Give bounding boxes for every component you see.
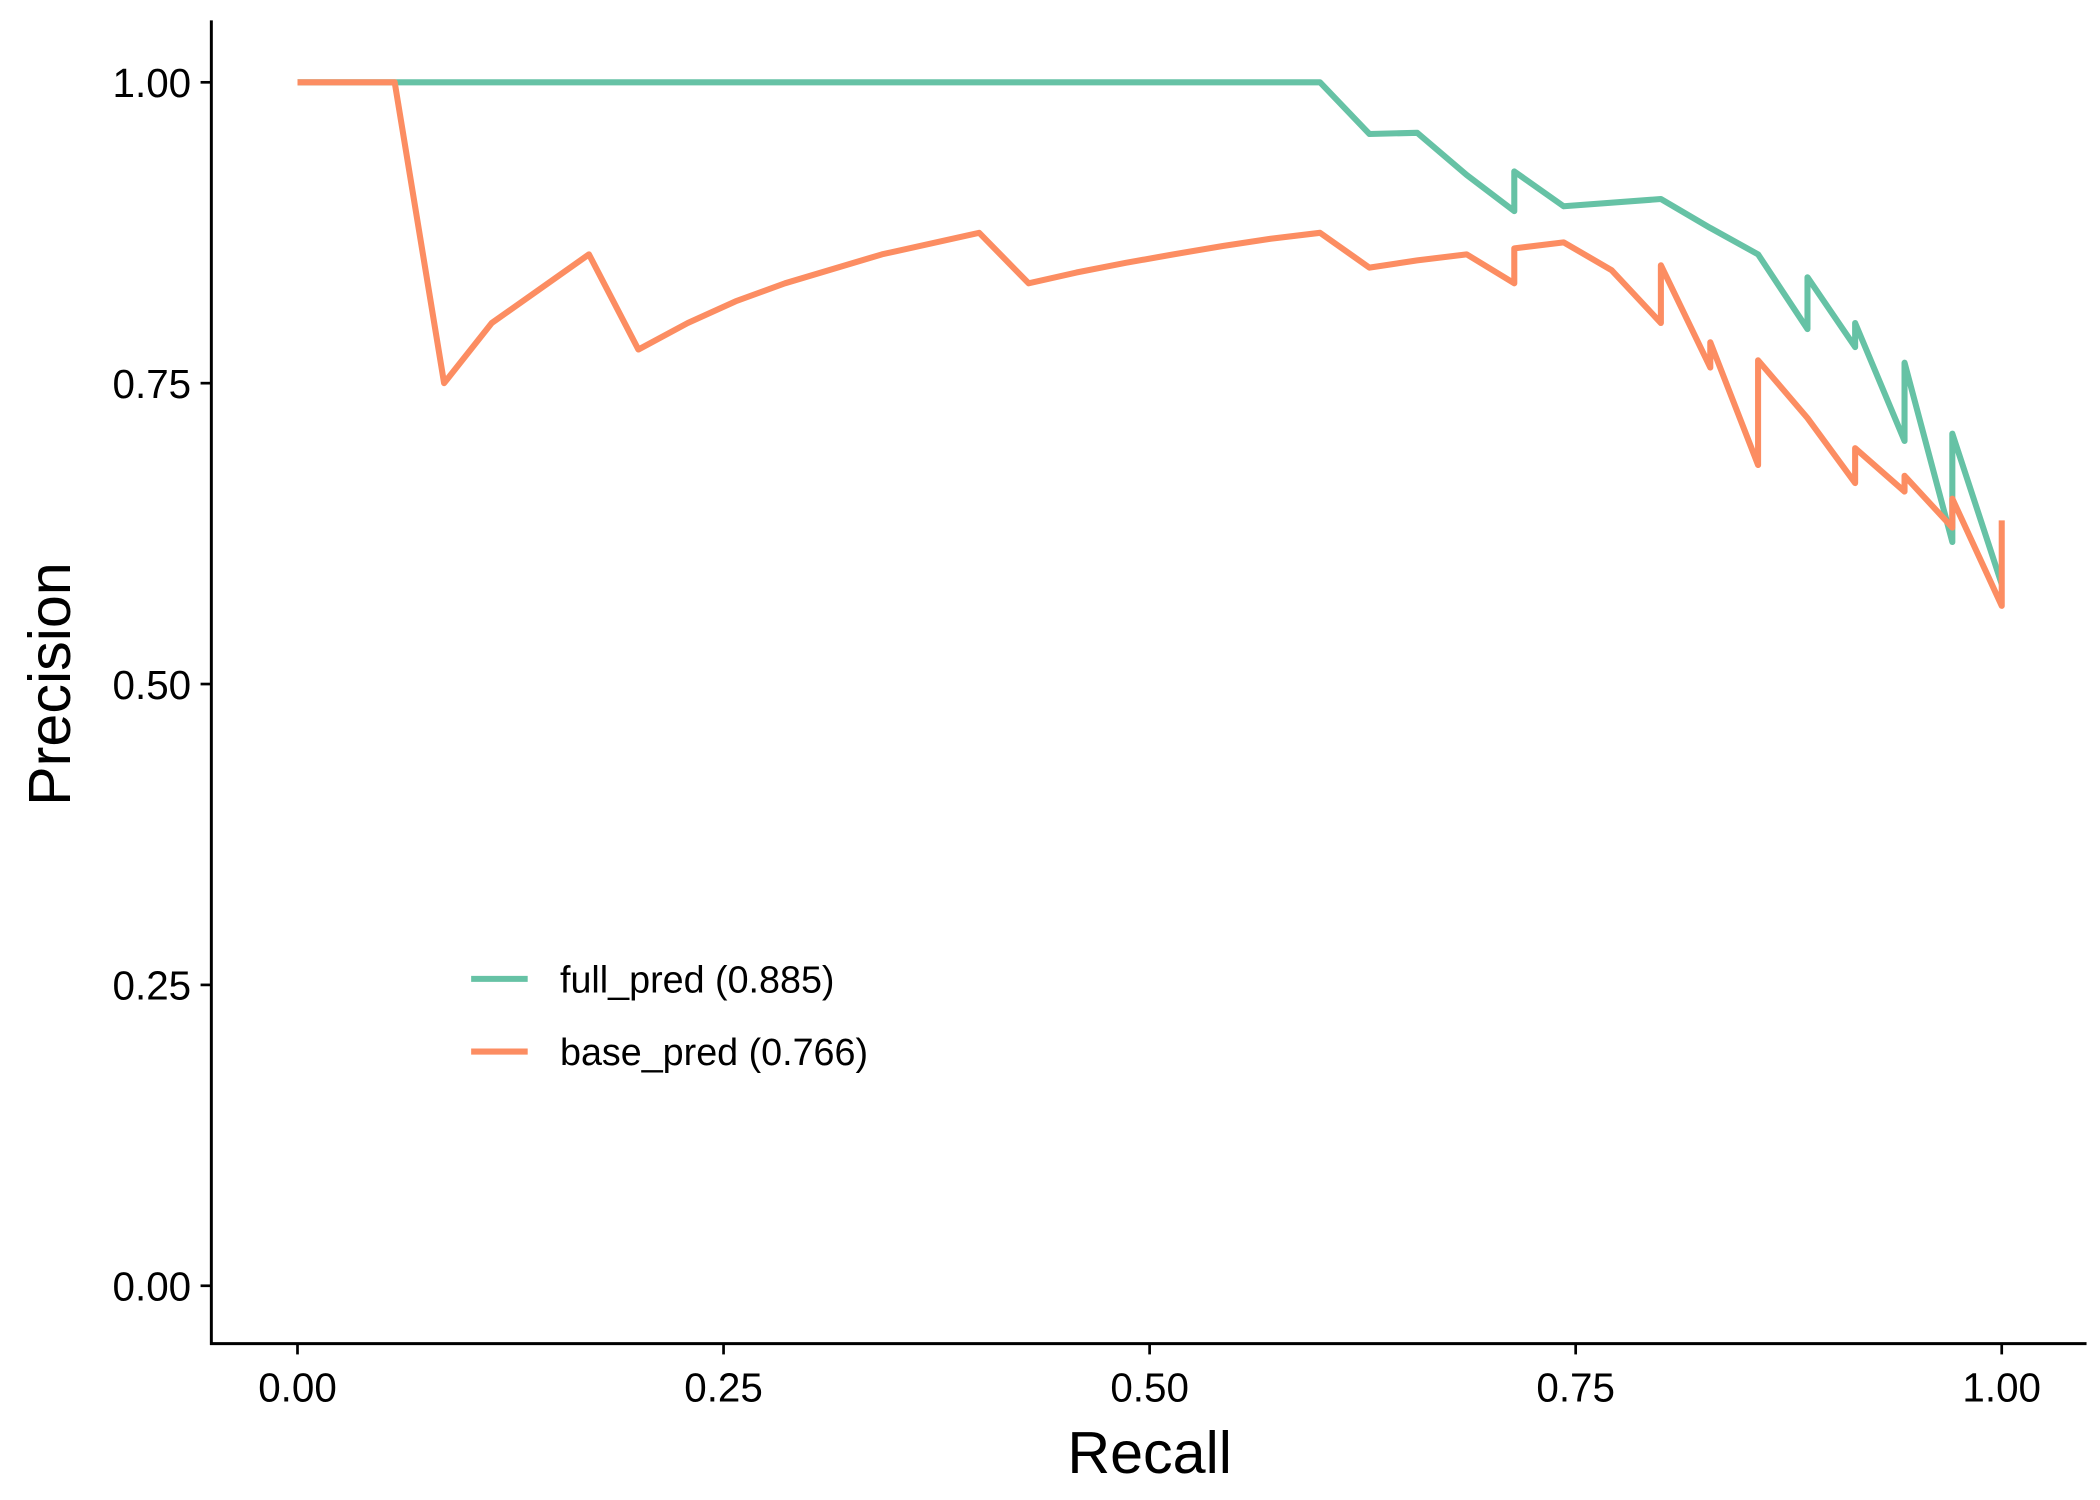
x-tick-label: 1.00 bbox=[1962, 1365, 2041, 1411]
y-axis-title: Precision bbox=[16, 562, 83, 806]
y-tick-label: 0.00 bbox=[113, 1264, 192, 1310]
x-tick-label: 0.00 bbox=[258, 1365, 337, 1411]
legend-label-full-pred: full_pred (0.885) bbox=[560, 958, 834, 1000]
y-tick-label: 0.50 bbox=[113, 662, 192, 708]
y-tick-label: 0.25 bbox=[113, 963, 192, 1009]
x-tick-label: 0.75 bbox=[1536, 1365, 1615, 1411]
legend: full_pred (0.885) base_pred (0.766) bbox=[471, 958, 868, 1073]
series-layer bbox=[297, 79, 2005, 609]
x-ticks: 0.00 0.25 0.50 0.75 1.00 bbox=[258, 1343, 2041, 1411]
x-tick-label: 0.25 bbox=[684, 1365, 763, 1411]
x-tick-label: 0.50 bbox=[1110, 1365, 1189, 1411]
x-axis-title: Recall bbox=[1067, 1419, 1232, 1486]
y-tick-label: 0.75 bbox=[113, 361, 192, 407]
y-ticks: 0.00 0.25 0.50 0.75 1.00 bbox=[113, 60, 212, 1310]
legend-label-base-pred: base_pred (0.766) bbox=[560, 1031, 868, 1073]
series-line-base-pred bbox=[297, 79, 2005, 609]
y-tick-label: 1.00 bbox=[113, 60, 192, 106]
series-line-full-pred bbox=[297, 79, 2005, 586]
